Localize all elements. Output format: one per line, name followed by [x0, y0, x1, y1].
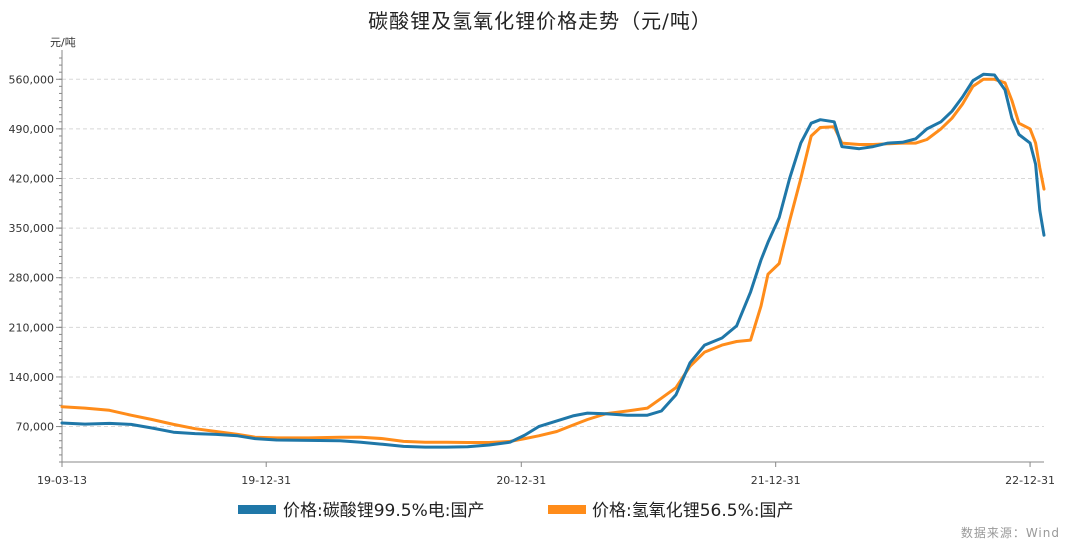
x-tick-label: 22-12-31 [1005, 474, 1055, 487]
legend-swatch-lithium-hydroxide [548, 505, 586, 514]
legend-label-lithium-hydroxide: 价格:氢氧化锂56.5%:国产 [592, 501, 793, 521]
grid-lines [62, 78, 1044, 428]
chart-title: 碳酸锂及氢氧化锂价格走势（元/吨） [368, 9, 712, 33]
legend: 价格:碳酸锂99.5%电:国产 价格:氢氧化锂56.5%:国产 [238, 501, 793, 521]
x-tick-label: 20-12-31 [496, 474, 546, 487]
data-source: 数据来源：Wind [961, 525, 1060, 540]
y-tick-label: 560,000 [9, 73, 55, 86]
x-tick-label: 19-03-13 [37, 474, 87, 487]
y-axis-unit: 元/吨 [50, 36, 76, 49]
line-lithium-carbonate [60, 72, 1046, 449]
y-tick-label: 420,000 [9, 172, 55, 185]
series-lines [60, 72, 1046, 449]
legend-label-lithium-carbonate: 价格:碳酸锂99.5%电:国产 [283, 501, 484, 521]
legend-swatch-lithium-carbonate [238, 505, 276, 514]
line-lithium-hydroxide [60, 77, 1046, 444]
y-tick-label: 350,000 [9, 222, 55, 235]
y-tick-label: 280,000 [9, 272, 55, 285]
x-axis: 19-03-13 19-12-31 20-12-31 21-12-31 22-12-31 [37, 461, 1055, 487]
y-tick-label: 210,000 [9, 321, 55, 334]
y-axis: 70,000 140,000 210,000 280,000 350,000 420,00… [9, 50, 63, 463]
y-tick-label: 490,000 [9, 123, 55, 136]
x-tick-label: 21-12-31 [751, 474, 801, 487]
y-tick-label: 70,000 [16, 421, 55, 434]
x-tick-label: 19-12-31 [241, 474, 291, 487]
y-tick-label: 140,000 [9, 371, 55, 384]
